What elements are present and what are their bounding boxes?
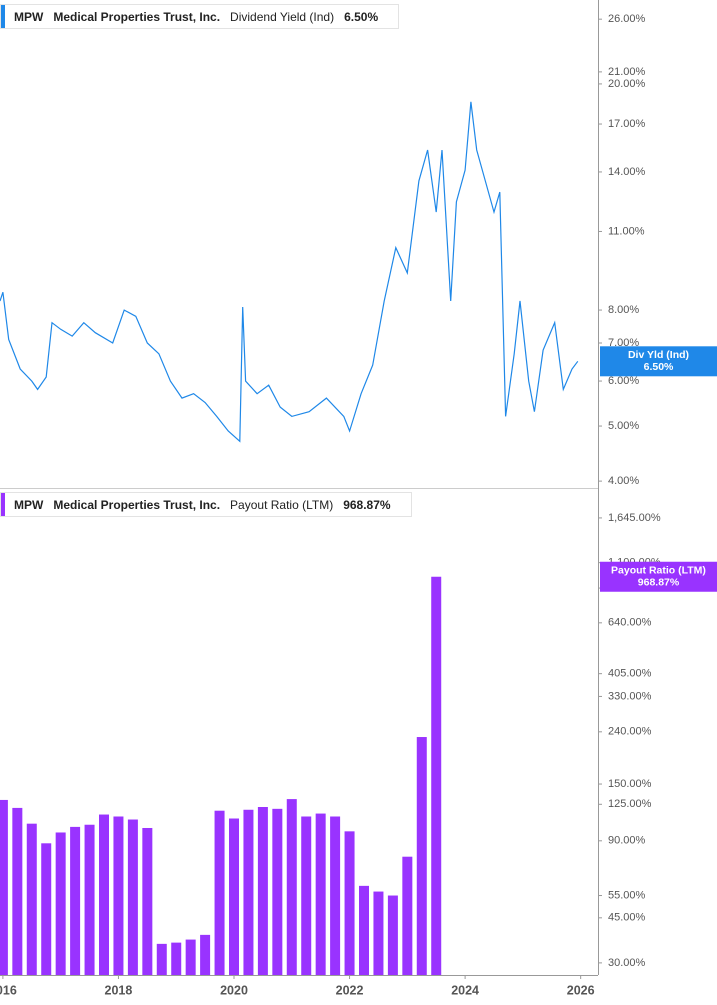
bar [243,809,254,975]
bar [344,831,355,975]
bar [315,813,326,975]
bar [84,824,95,975]
bar [142,827,153,975]
bar [272,808,283,975]
bar [214,810,225,975]
bar [373,891,384,975]
callout-value: 968.87% [638,577,680,589]
y-tick-label: 7.00% [608,337,639,349]
bar [359,885,369,975]
callout-box [600,561,717,592]
bar [41,843,52,975]
last-value: 6.50% [344,9,379,24]
x-tick-label: 2026 [567,983,595,997]
callout-name: Payout Ratio (LTM) [611,565,706,577]
callout-name: Div Yld (Ind) [628,349,689,361]
callout: Div Yld (Ind)6.50% [600,346,717,377]
bar [387,895,398,975]
y-tick-label: 150.00% [608,778,652,790]
bar [330,816,341,975]
y-tick-label: 240.00% [608,726,652,738]
x-tick-label: 2024 [451,983,479,997]
y-tick-label: 11.00% [608,225,645,237]
series-name: Payout Ratio (LTM) [230,497,334,512]
bar [99,814,109,975]
bar [229,818,239,975]
y-tick-label: 6.00% [608,375,639,387]
bar [0,799,8,975]
y-tick-label: 17.00% [608,118,646,130]
bar [55,832,66,975]
y-tick-label: 30.00% [608,957,646,969]
y-tick-label: 125.00% [608,798,652,810]
x-tick-label: 2022 [336,983,364,997]
bar [402,856,413,975]
company: Medical Properties Trust, Inc. [53,9,221,24]
bar [127,819,138,975]
y-tick-label: 4.00% [608,475,639,487]
y-tick-label: 20.00% [608,78,646,90]
bar [12,807,23,975]
header: MPW Medical Properties Trust, Inc. Divid… [0,4,400,29]
bar [171,942,182,975]
y-tick-label: 1,645.00% [608,512,661,524]
ticker: MPW [14,497,44,512]
y-tick-label: 330.00% [608,690,652,702]
y-tick-label: 26.00% [608,13,646,25]
series-swatch [1,493,5,516]
y-tick-label: 14.00% [608,166,646,178]
bar [416,737,427,975]
y-tick-label: 45.00% [608,912,646,924]
series-swatch [1,5,5,28]
bar [113,816,124,975]
ticker: MPW [14,9,44,24]
bar [200,934,211,975]
series-name: Dividend Yield (Ind) [230,9,335,24]
x-tick-label: 2018 [105,983,133,997]
y-tick-label: 405.00% [608,668,652,680]
last-value: 968.87% [343,497,391,512]
bar [26,823,37,975]
company: Medical Properties Trust, Inc. [53,497,221,512]
bar [156,943,167,975]
callout: Payout Ratio (LTM)968.87% [600,561,717,592]
callout-value: 6.50% [644,361,674,373]
header: MPW Medical Properties Trust, Inc. Payou… [0,492,412,517]
bar [185,939,196,975]
y-tick-label: 640.00% [608,617,652,629]
bar [431,576,442,975]
x-tick-label: 2016 [0,983,17,997]
y-tick-label: 21.00% [608,66,646,78]
y-tick-label: 55.00% [608,889,646,901]
y-tick-label: 90.00% [608,835,646,847]
callout-box [600,346,717,377]
bar [301,816,312,975]
line [0,101,579,443]
y-tick-label: 5.00% [608,420,639,432]
bar [70,826,81,975]
x-tick-label: 2020 [220,983,248,997]
bar [286,799,297,975]
y-tick-label: 8.00% [608,304,639,316]
bar [257,806,268,975]
